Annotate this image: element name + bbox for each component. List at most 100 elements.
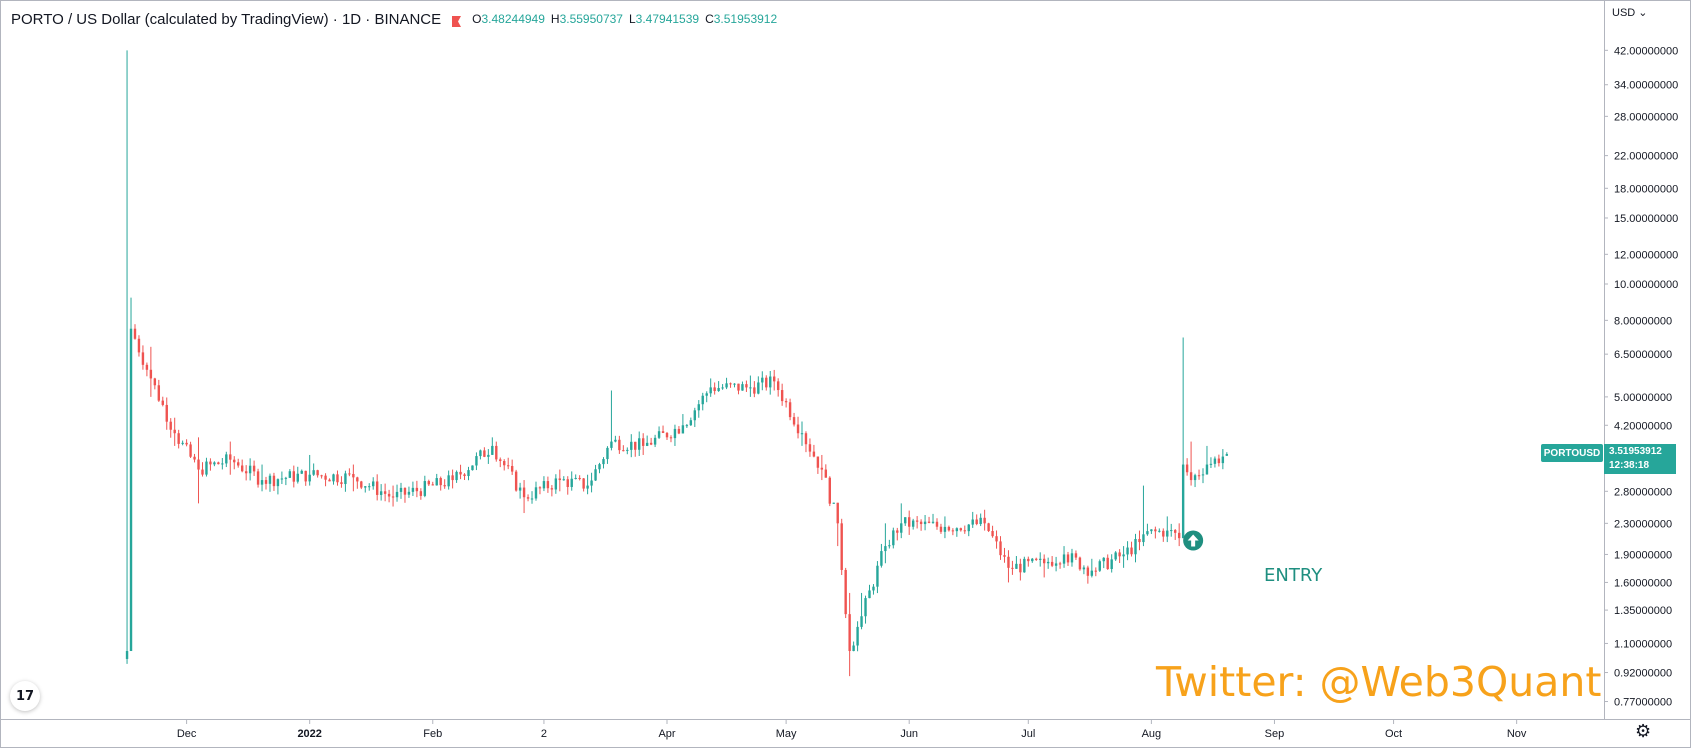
- arrow-up-circle-icon: [1183, 530, 1204, 551]
- candle-body: [1007, 556, 1010, 568]
- twitter-watermark: Twitter: @Web3Quant: [1156, 658, 1602, 706]
- candle-body: [1134, 538, 1137, 555]
- candle-body: [415, 487, 419, 492]
- candle-body: [1189, 472, 1193, 481]
- candle-body: [193, 456, 196, 460]
- candle-body: [340, 482, 343, 485]
- candle-body: [757, 382, 760, 394]
- candle-body: [233, 459, 236, 463]
- candle-body: [1039, 558, 1042, 560]
- candle-body: [780, 390, 784, 402]
- candle-body: [919, 521, 923, 525]
- tradingview-logo-icon[interactable]: 17: [10, 681, 40, 711]
- candle-body: [423, 481, 427, 496]
- time-tick-label: Sep: [1265, 728, 1285, 740]
- symbol-title[interactable]: PORTO / US Dollar (calculated by Trading…: [11, 10, 442, 28]
- candle-body: [776, 381, 780, 391]
- entry-label: ENTRY: [1264, 565, 1323, 586]
- candle-body: [153, 378, 157, 386]
- time-tick-label: Feb: [423, 728, 442, 740]
- candle-body: [562, 479, 565, 481]
- price-axis[interactable]: 42.00000000 34.00000000 28.00000000 22.0000…: [1604, 45, 1678, 709]
- candle-body: [645, 442, 649, 446]
- candle-body: [983, 517, 986, 524]
- candle-body: [1054, 563, 1058, 566]
- candle-body: [1118, 552, 1121, 557]
- candle-body: [733, 383, 736, 385]
- legend-open: O3.48244949: [472, 12, 545, 26]
- candle-body: [1130, 547, 1133, 555]
- candle-body: [201, 469, 204, 475]
- candle-body: [459, 471, 462, 475]
- candle-body: [979, 517, 982, 525]
- candle-body: [820, 467, 824, 470]
- gear-icon[interactable]: ⚙: [1635, 721, 1652, 741]
- candle-body: [1142, 534, 1145, 543]
- candle-body: [570, 478, 573, 487]
- candle-body: [872, 586, 875, 591]
- candle-body: [967, 524, 970, 532]
- flag-icon[interactable]: [451, 14, 462, 27]
- candle-body: [1070, 553, 1074, 563]
- candle-body: [669, 437, 673, 439]
- candle-body: [546, 481, 550, 489]
- candle-body: [1205, 464, 1209, 475]
- candle-body: [288, 471, 292, 478]
- price-tick-label: 1.35000000: [1614, 605, 1672, 617]
- price-tick-label: 2.30000000: [1614, 518, 1672, 530]
- candle-body: [860, 616, 863, 627]
- candle-body: [844, 569, 847, 615]
- candle-body: [213, 462, 216, 465]
- candle-body: [1106, 557, 1109, 569]
- candle-body: [1027, 558, 1030, 562]
- time-tick-label: May: [776, 728, 797, 740]
- candle-body: [911, 520, 915, 527]
- candle-body: [864, 598, 867, 617]
- candle-body: [602, 459, 605, 465]
- candle-body: [344, 473, 347, 485]
- candle-body: [935, 521, 939, 527]
- candle-body: [824, 469, 828, 478]
- candle-body: [137, 338, 141, 353]
- symbol-legend: PORTO / US Dollar (calculated by Trading…: [11, 9, 783, 29]
- candle-body: [526, 497, 530, 499]
- candle-body: [439, 478, 442, 486]
- candle-body: [1102, 557, 1105, 562]
- candle-body: [348, 473, 351, 475]
- candle-body: [451, 475, 454, 481]
- candle-body: [578, 477, 581, 479]
- candle-body: [499, 459, 502, 462]
- candle-body: [1074, 553, 1078, 558]
- candle-body: [836, 502, 839, 524]
- candle-body: [399, 487, 403, 492]
- candle-body: [800, 433, 804, 435]
- candle-body: [943, 526, 947, 532]
- candle-body: [304, 470, 307, 482]
- candle-body: [352, 473, 355, 478]
- time-axis[interactable]: Dec 2022 Feb 2 Apr May Jun Jul Aug Sep Oct Nov: [177, 720, 1527, 740]
- candle-body: [812, 451, 816, 457]
- candle-body: [1094, 570, 1098, 572]
- currency-selector[interactable]: USD ⌄: [1612, 7, 1648, 19]
- candle-body: [959, 528, 963, 531]
- candle-body: [653, 437, 657, 445]
- price-tick-label: 0.77000000: [1614, 697, 1672, 709]
- candle-body: [749, 387, 752, 389]
- candle-body: [487, 454, 490, 457]
- candle-body: [209, 461, 212, 465]
- candle-body: [1114, 552, 1117, 560]
- candle-body: [832, 502, 835, 504]
- candle-body: [240, 465, 244, 472]
- candle-body: [173, 429, 176, 434]
- candle-body: [483, 450, 486, 457]
- candle-body: [999, 541, 1002, 556]
- candle-body: [788, 402, 792, 418]
- candle-body: [463, 474, 466, 477]
- candle-body: [987, 523, 990, 532]
- candle-body: [260, 480, 264, 485]
- candle-body: [745, 384, 748, 388]
- candle-body: [455, 471, 458, 481]
- candle-body: [804, 433, 808, 445]
